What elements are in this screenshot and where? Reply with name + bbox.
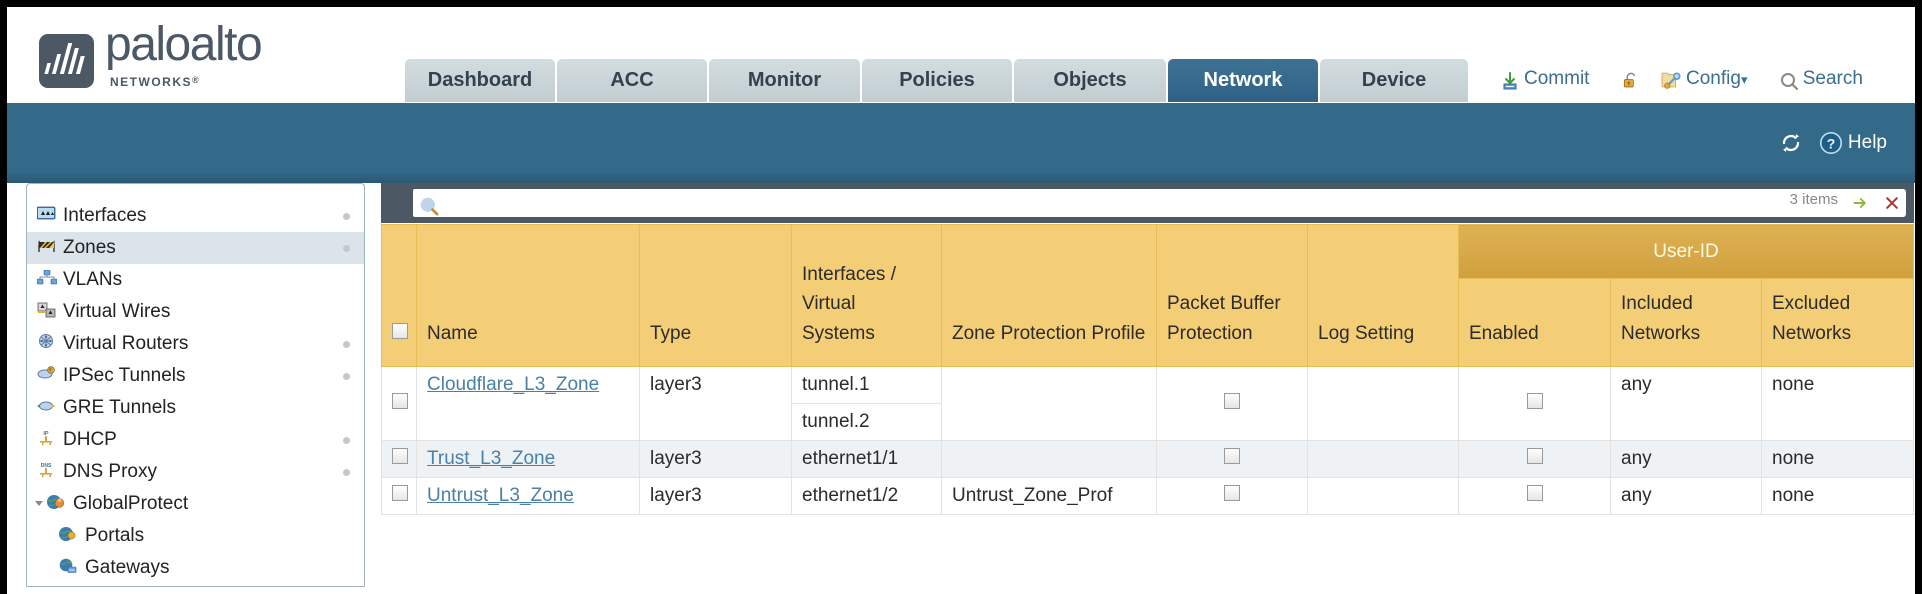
svg-text:?: ? — [1826, 136, 1835, 152]
